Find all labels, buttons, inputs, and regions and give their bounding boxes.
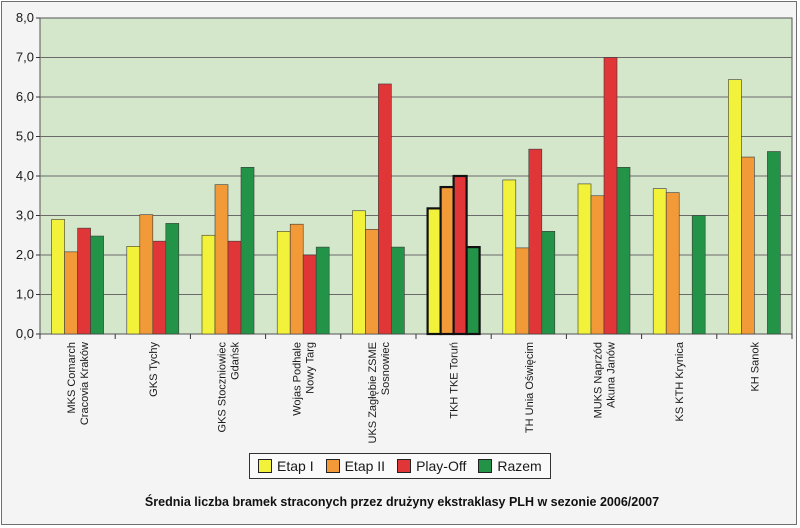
bar-play-off [77,227,91,335]
bar-etap-i [201,234,216,335]
category-label: Wojas Podhale Nowy Targ [292,342,317,416]
legend-swatch [478,459,493,473]
category-label-line: GKS Stoczniowiec [217,342,229,433]
bar-razem [465,246,481,336]
category-label-line: Nowy Targ [305,342,317,394]
bar-play-off [152,240,167,335]
bar-etap-ii [289,223,304,335]
category-label: KS KTH Krynica [674,341,686,421]
y-tick-label: 7,0 [16,50,34,65]
bar-etap-i [728,79,742,335]
category-label-line: Cracovia Kraków [79,342,91,425]
bar-play-off [378,83,392,335]
bar-razem [541,231,556,335]
legend-item: Play-Off [397,458,466,474]
bar-etap-ii [365,229,379,335]
legend-label: Etap I [277,458,314,474]
bar-razem [691,215,706,335]
bar-etap-i [502,179,517,335]
category-label: TKH TKE Toruń [449,342,461,419]
category-label: TH Unia Oświęcim [524,342,536,433]
category-label-line: TKH TKE Toruń [449,342,461,419]
bar-razem [767,151,781,335]
legend-swatch [258,459,272,473]
chart-title: Średnia liczba bramek straconych przez d… [144,495,660,509]
bar-etap-ii [590,195,605,335]
category-label-line: MUKS Naprzód [593,342,605,418]
bar-play-off [452,174,468,336]
legend-label: Razem [497,458,542,474]
bar-play-off [528,148,543,335]
legend-item: Etap II [325,458,386,474]
bar-razem [315,246,330,335]
legend-item: Razem [478,458,542,474]
y-tick-label: 6,0 [16,89,34,104]
category-label-line: MKS Comarch [66,342,78,414]
category-label: GKS Stoczniowiec Gdańsk [217,342,242,433]
bar-etap-i [426,207,442,336]
category-label: KH Sanok [749,342,761,392]
bar-razem [391,246,405,335]
bar-etap-i [652,188,667,335]
bar-etap-i [276,231,291,335]
bar-etap-i [126,246,141,335]
bar-etap-i [577,183,592,335]
bar-etap-ii [741,156,755,335]
chart-legend: Etap I Etap II Play-Off Razem [249,453,551,479]
y-tick-label: 5,0 [16,129,34,144]
bar-razem [165,223,180,335]
category-label-line: Akuna Janów [606,342,618,408]
y-tick-label: 0,0 [16,326,34,341]
bar-play-off [603,57,618,335]
category-label-line: UKS Zagłębie ZSME [367,342,379,443]
bar-etap-i [51,219,65,335]
category-label-line: Sosnowiec [380,342,392,396]
category-label: UKS Zagłębie ZSME Sosnowiec [367,342,392,444]
bar-etap-ii [439,185,455,336]
bar-etap-ii [214,184,229,335]
category-label-line: Gdańsk [230,342,242,380]
bar-play-off [302,254,317,335]
category-label: MUKS Naprzód Akuna Janów [593,342,618,418]
category-label-line: Wojas Podhale [292,342,304,416]
category-label: GKS Tychy [148,342,160,397]
bar-etap-ii [665,192,680,335]
bar-play-off [227,240,242,335]
y-tick-label: 2,0 [16,247,34,262]
category-label-line: GKS Tychy [148,342,160,397]
legend-swatch [397,459,412,473]
y-tick-label: 3,0 [16,208,34,223]
bar-etap-ii [139,214,154,335]
legend-label: Play-Off [416,458,467,474]
category-label: MKS Comarch Cracovia Kraków [66,342,91,425]
bar-etap-ii [64,251,78,335]
bar-razem [240,167,255,335]
bar-etap-ii [515,247,530,335]
legend-item: Etap I [258,458,314,474]
legend-swatch [325,459,340,473]
category-label-line: TH Unia Oświęcim [524,342,536,433]
bar-etap-i [352,210,366,335]
y-tick-label: 1,0 [16,287,34,302]
category-label-line: KH Sanok [749,342,761,392]
y-tick-label: 8,0 [16,10,34,25]
y-tick-label: 4,0 [16,168,34,183]
bar-razem [90,235,104,335]
legend-label: Etap II [344,458,386,474]
bar-razem [616,167,631,335]
category-label-line: KS KTH Krynica [674,341,686,421]
